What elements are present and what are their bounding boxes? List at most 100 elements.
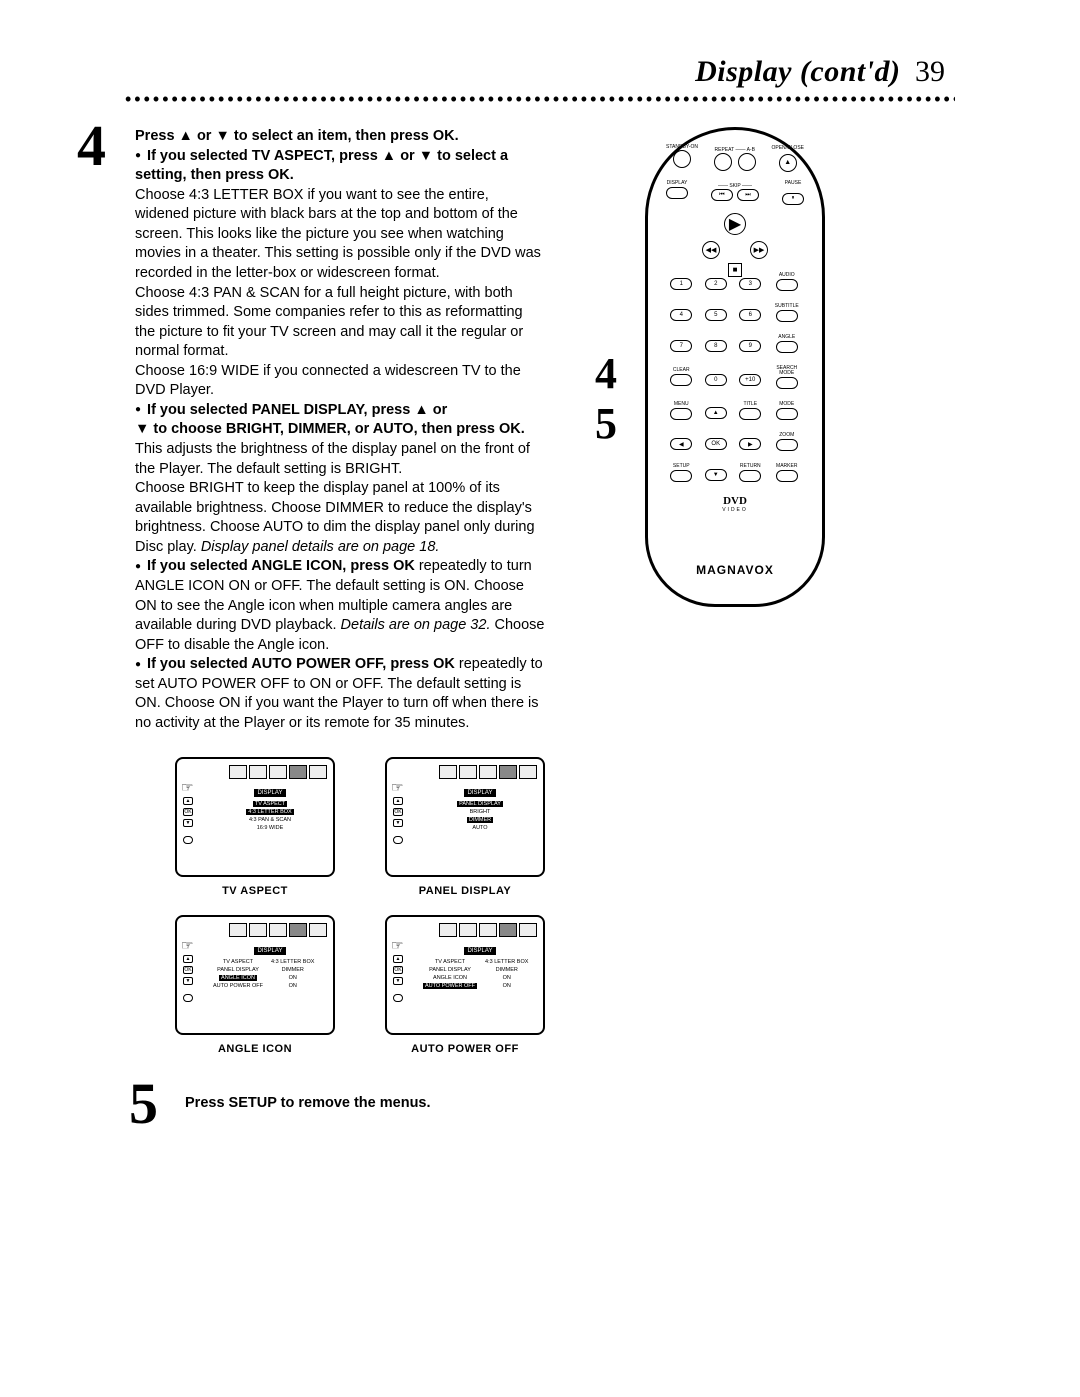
panel-item2: AUTO	[423, 825, 537, 833]
b2-post: to choose BRIGHT, DIMMER, or AUTO, then …	[153, 421, 524, 437]
lbl-zoom: ZOOM	[774, 433, 800, 438]
repeat-button[interactable]	[714, 153, 732, 171]
step4-line1-post: to select an item, then press OK.	[234, 128, 459, 144]
search-button[interactable]	[776, 377, 798, 389]
caption-angle-icon: ANGLE ICON	[175, 1043, 335, 1055]
pause-button[interactable]: ⏸	[782, 193, 804, 205]
skip-fwd-button[interactable]: ⏭	[737, 189, 759, 201]
bullet-auto-power	[135, 656, 147, 672]
plus10-button[interactable]: +10	[739, 374, 761, 386]
clear-button[interactable]	[670, 374, 692, 386]
step-4-number: 4	[77, 117, 106, 175]
b1-mid: or	[400, 148, 415, 164]
rew-button[interactable]: ◀◀	[702, 241, 720, 259]
hand-icon: ☞	[181, 937, 194, 954]
title-button[interactable]	[739, 408, 761, 420]
mode-button[interactable]	[776, 408, 798, 420]
ai-r3: ON	[271, 983, 314, 991]
ap-l2: ANGLE ICON	[423, 975, 477, 983]
lbl-menu: MENU	[670, 402, 692, 407]
ff-button[interactable]: ▶▶	[750, 241, 768, 259]
tv-aspect-item1: 4:3 PAN & SCAN	[213, 817, 327, 825]
subtitle-button[interactable]	[776, 310, 798, 322]
ap-hi: AUTO POWER OFF	[423, 983, 477, 989]
num-0[interactable]: 0	[705, 374, 727, 386]
num-5[interactable]: 5	[705, 309, 727, 321]
play-button[interactable]: ▶	[724, 213, 746, 235]
display-button[interactable]	[666, 187, 688, 199]
dvd-sub: VIDEO	[658, 507, 812, 513]
num-7[interactable]: 7	[670, 340, 692, 352]
right-button[interactable]: ▶	[739, 438, 761, 450]
lbl-pause: PAUSE	[782, 181, 804, 186]
page-header: Display (cont'd) 39	[125, 55, 955, 89]
ai-hi: ANGLE ICON	[219, 975, 257, 981]
para3: Choose 16:9 WIDE if you connected a wide…	[135, 363, 521, 399]
open-close-button[interactable]: ▲	[779, 154, 797, 172]
ap-l0: TV ASPECT	[423, 959, 477, 967]
lbl-title: TITLE	[739, 402, 761, 407]
lbl-ab: A-B	[747, 147, 755, 153]
ab-button[interactable]	[738, 153, 756, 171]
lbl-return: RETURN	[739, 464, 761, 469]
panel-selected: PANEL DISPLAY	[457, 801, 503, 807]
lbl-clear: CLEAR	[670, 368, 692, 373]
num-6[interactable]: 6	[739, 309, 761, 321]
angle-button[interactable]	[776, 341, 798, 353]
lbl-repeat: REPEAT	[715, 147, 735, 153]
screen-header-2: DISPLAY	[464, 789, 497, 797]
lbl-mode: MODE	[774, 402, 800, 407]
num-1[interactable]: 1	[670, 278, 692, 290]
num-3[interactable]: 3	[739, 278, 761, 290]
panel-hi: DIMMER	[467, 817, 493, 823]
audio-button[interactable]	[776, 279, 798, 291]
lbl-subtitle: SUBTITLE	[774, 304, 800, 309]
para6b: Details are on page 32.	[341, 617, 491, 633]
skip-back-button[interactable]: ⏮	[711, 189, 733, 201]
b4: If you selected AUTO POWER OFF, press OK	[147, 656, 455, 672]
header-page-num: 39	[915, 55, 945, 88]
lbl-display: DISPLAY	[666, 181, 688, 186]
lbl-open: OPEN/CLOSE	[771, 146, 804, 151]
num-2[interactable]: 2	[705, 278, 727, 290]
caption-auto-power: AUTO POWER OFF	[385, 1043, 545, 1055]
ap-r1: DIMMER	[485, 967, 528, 975]
b2-pre: If you selected PANEL DISPLAY, press	[147, 402, 410, 418]
caption-tv-aspect: TV ASPECT	[175, 885, 335, 897]
remote-column: 4 5 STANDBY-ON REPEAT —— A-B OPEN/CLOSE▲…	[585, 127, 825, 1111]
num-4[interactable]: 4	[670, 309, 692, 321]
screen-header-3: DISPLAY	[254, 947, 287, 955]
standby-button[interactable]	[673, 150, 691, 168]
screen-header-4: DISPLAY	[464, 947, 497, 955]
num-9[interactable]: 9	[739, 340, 761, 352]
b2-mid: or	[433, 402, 448, 418]
screen-tv-aspect: ☞ ▲OK▼ DISPLAY TV ASPECT 4:3 LETTER BOX …	[175, 757, 335, 877]
ap-r0: 4:3 LETTER BOX	[485, 959, 528, 967]
remote-pointer-5: 5	[595, 402, 617, 446]
remote-brand: MAGNAVOX	[658, 563, 812, 577]
hand-icon: ☞	[181, 779, 194, 796]
marker-button[interactable]	[776, 470, 798, 482]
ap-r3: ON	[485, 983, 528, 991]
lbl-skip: SKIP	[729, 183, 740, 189]
down-button[interactable]: ▼	[705, 469, 727, 481]
step-5-text: Press SETUP to remove the menus.	[185, 1083, 545, 1111]
zoom-button[interactable]	[776, 439, 798, 451]
ai-r1: DIMMER	[271, 967, 314, 975]
bullet-panel-display	[135, 402, 147, 418]
ok-button[interactable]: OK	[705, 438, 727, 450]
num-8[interactable]: 8	[705, 340, 727, 352]
header-dots: ••••••••••••••••••••••••••••••••••••••••…	[125, 95, 955, 107]
setup-button[interactable]	[670, 470, 692, 482]
hand-icon: ☞	[391, 937, 404, 954]
up-button[interactable]: ▲	[705, 407, 727, 419]
ai-l1: PANEL DISPLAY	[213, 967, 263, 975]
left-button[interactable]: ◀	[670, 438, 692, 450]
menu-button[interactable]	[670, 408, 692, 420]
tv-aspect-item2: 16:9 WIDE	[213, 825, 327, 833]
step-4-body: Press ▲ or ▼ to select an item, then pre…	[135, 127, 545, 733]
lbl-search: SEARCH MODE	[774, 366, 800, 376]
return-button[interactable]	[739, 470, 761, 482]
stop-button[interactable]: ■	[728, 263, 742, 277]
hand-icon: ☞	[391, 779, 404, 796]
